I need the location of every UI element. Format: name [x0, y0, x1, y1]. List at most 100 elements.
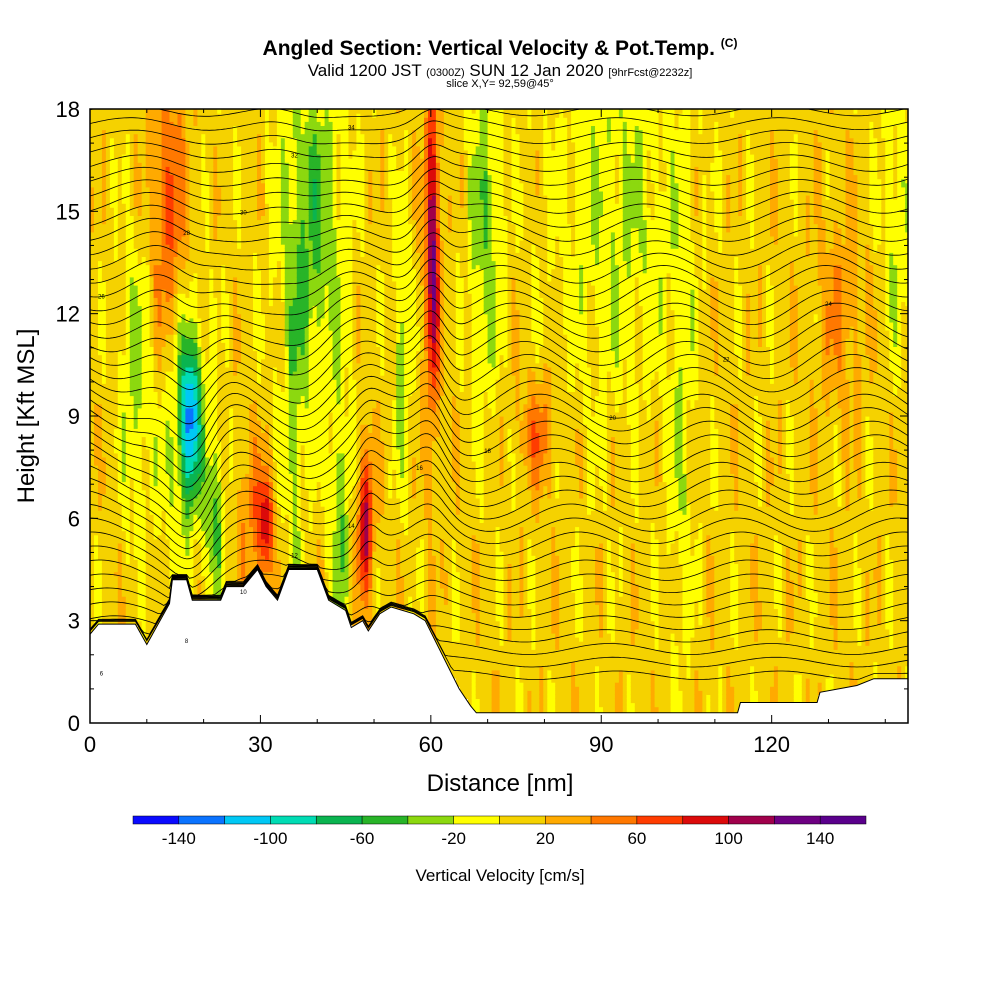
velocity-cell: [233, 145, 238, 151]
velocity-cell: [177, 502, 183, 507]
velocity-cell: [149, 334, 155, 339]
velocity-cell: [113, 391, 119, 397]
velocity-cell: [233, 215, 238, 221]
velocity-cell: [133, 469, 139, 474]
velocity-cell: [145, 628, 151, 634]
velocity-cell: [225, 317, 230, 323]
velocity-cell: [141, 117, 147, 122]
velocity-cell: [169, 371, 175, 376]
velocity-cell: [185, 411, 190, 417]
velocity-cell: [169, 366, 175, 372]
velocity-cell: [221, 166, 226, 171]
velocity-cell: [165, 170, 171, 176]
velocity-cell: [229, 469, 234, 474]
velocity-cell: [133, 186, 139, 192]
velocity-cell: [245, 301, 250, 307]
velocity-cell: [133, 510, 139, 515]
velocity-cell: [165, 379, 171, 384]
velocity-cell: [113, 612, 119, 618]
velocity-cell: [221, 154, 226, 159]
velocity-cell: [141, 293, 147, 298]
velocity-cell: [105, 280, 111, 286]
velocity-cell: [145, 321, 151, 327]
velocity-cell: [233, 461, 238, 466]
velocity-cell: [129, 526, 135, 532]
velocity-cell: [197, 547, 202, 552]
velocity-cell: [101, 379, 107, 384]
velocity-cell: [94, 285, 99, 290]
velocity-cell: [209, 321, 214, 327]
velocity-cell: [145, 477, 151, 483]
velocity-cell: [90, 575, 95, 581]
velocity-cell: [205, 534, 210, 540]
velocity-cell: [90, 170, 95, 176]
velocity-cell: [225, 383, 230, 388]
velocity-cell: [153, 571, 159, 577]
velocity-cell: [101, 506, 107, 511]
velocity-cell: [98, 506, 103, 511]
velocity-cell: [133, 154, 139, 159]
velocity-cell: [105, 338, 111, 343]
velocity-cell: [98, 395, 103, 401]
velocity-cell: [141, 530, 147, 536]
velocity-cell: [101, 109, 107, 114]
velocity-cell: [213, 190, 218, 196]
velocity-cell: [193, 383, 198, 388]
velocity-cell: [121, 473, 127, 478]
velocity-cell: [105, 547, 111, 552]
velocity-cell: [169, 141, 175, 147]
velocity-cell: [217, 444, 222, 450]
velocity-cell: [201, 481, 206, 487]
velocity-cell: [113, 297, 119, 302]
velocity-cell: [121, 207, 127, 212]
velocity-cell: [165, 244, 171, 249]
velocity-cell: [237, 456, 242, 462]
velocity-cell: [90, 375, 95, 380]
velocity-cell: [177, 309, 183, 315]
velocity-cell: [165, 563, 171, 569]
velocity-cell: [169, 293, 175, 298]
velocity-cell: [169, 166, 175, 171]
velocity-cell: [185, 301, 190, 307]
velocity-cell: [121, 325, 127, 331]
velocity-cell: [90, 518, 95, 523]
velocity-cell: [205, 219, 210, 225]
velocity-cell: [90, 289, 95, 294]
velocity-cell: [197, 354, 202, 360]
velocity-cell: [197, 219, 202, 225]
velocity-cell: [165, 526, 171, 532]
velocity-cell: [113, 289, 119, 294]
velocity-cell: [121, 432, 127, 438]
velocity-cell: [201, 211, 206, 216]
velocity-cell: [133, 481, 139, 487]
velocity-cell: [121, 223, 127, 229]
velocity-cell: [109, 477, 115, 483]
velocity-cell: [225, 395, 230, 401]
velocity-cell: [125, 219, 131, 225]
velocity-cell: [173, 121, 179, 126]
velocity-cell: [161, 293, 167, 298]
velocity-cell: [193, 280, 198, 286]
velocity-cell: [117, 489, 123, 495]
velocity-cell: [213, 117, 218, 122]
velocity-cell: [229, 555, 234, 560]
velocity-cell: [153, 354, 159, 360]
velocity-cell: [213, 240, 218, 245]
velocity-cell: [221, 567, 226, 573]
velocity-cell: [237, 522, 242, 528]
velocity-cell: [153, 358, 159, 364]
velocity-cell: [245, 497, 250, 503]
velocity-cell: [121, 235, 127, 241]
velocity-cell: [213, 207, 218, 212]
velocity-cell: [90, 354, 95, 360]
velocity-cell: [193, 502, 198, 507]
velocity-cell: [177, 231, 183, 237]
velocity-cell: [193, 321, 198, 327]
velocity-cell: [245, 551, 250, 556]
velocity-cell: [98, 452, 103, 458]
velocity-cell: [141, 137, 147, 143]
velocity-cell: [201, 260, 206, 266]
velocity-cell: [205, 399, 210, 405]
velocity-cell: [201, 420, 206, 425]
velocity-cell: [157, 141, 163, 147]
